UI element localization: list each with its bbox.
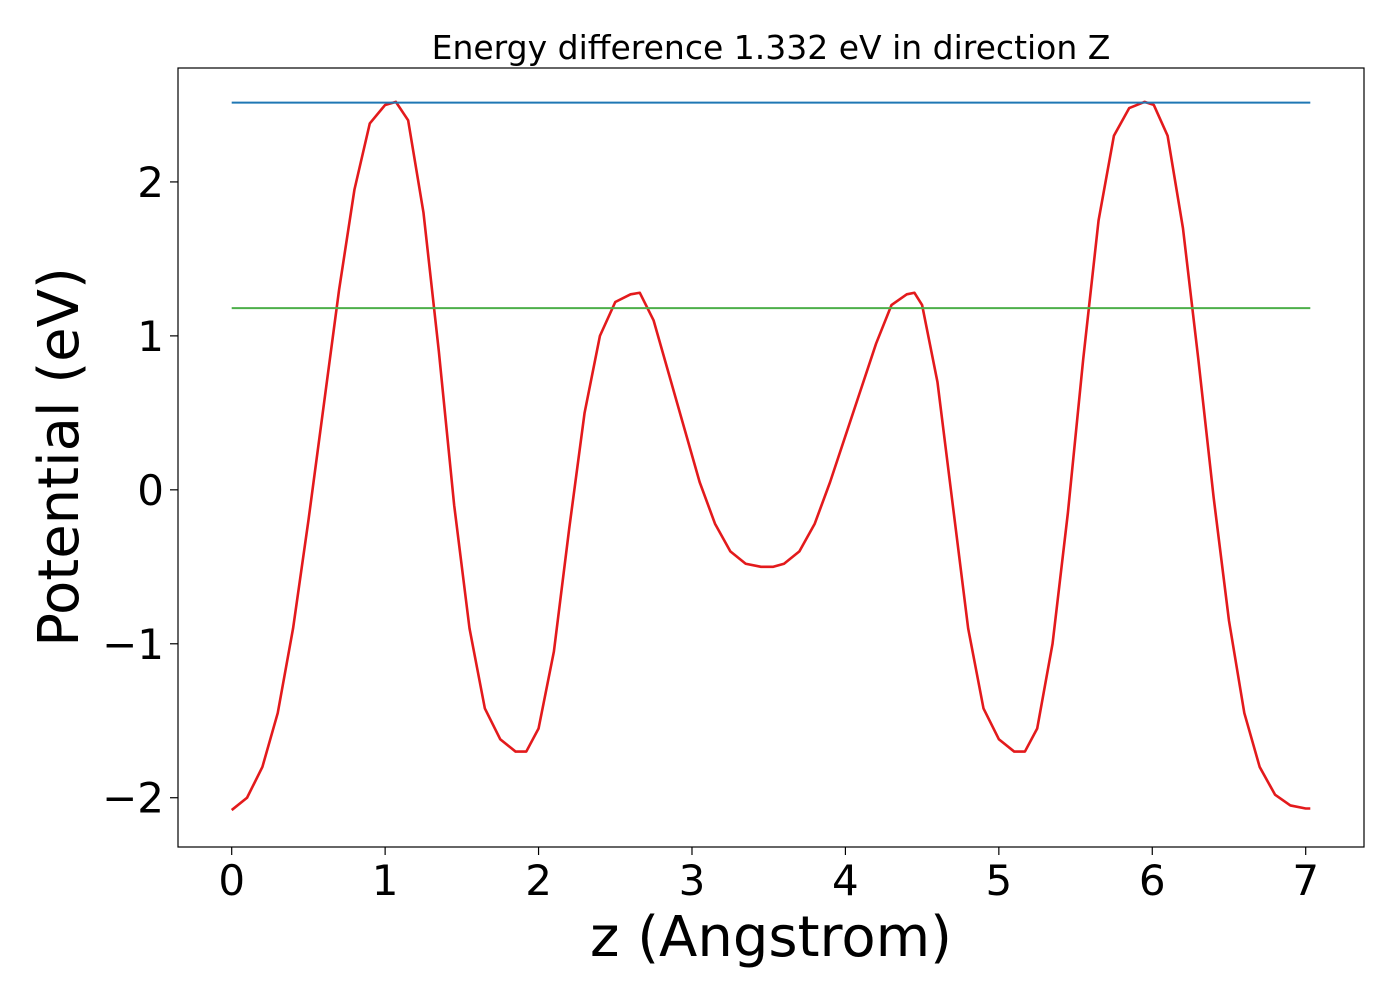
y-tick-label: 1 [137,312,164,361]
x-tick-label: 7 [1292,856,1319,905]
x-axis-ticks: 0 1 2 3 4 5 6 7 [218,847,1319,905]
y-tick-label: −2 [102,774,164,823]
x-tick-label: 6 [1139,856,1166,905]
plot-frame [177,67,1365,848]
y-axis-ticks: −2 −1 0 1 2 [102,158,178,823]
y-tick-label: 0 [137,466,164,515]
x-tick-label: 5 [985,856,1012,905]
y-axis-label: Potential (eV) [27,267,92,647]
chart-title: Energy difference 1.332 eV in direction … [432,28,1111,67]
x-tick-label: 2 [525,856,552,905]
series-layer [230,100,1311,812]
x-tick-label: 3 [679,856,706,905]
x-tick-label: 0 [218,856,245,905]
y-tick-label: −1 [102,620,164,669]
x-tick-label: 1 [372,856,399,905]
x-axis-label: z (Angstrom) [590,905,952,970]
potential-curve [230,100,1311,812]
y-tick-label: 2 [137,158,164,207]
plot-background [178,68,1364,847]
x-tick-label: 4 [832,856,859,905]
